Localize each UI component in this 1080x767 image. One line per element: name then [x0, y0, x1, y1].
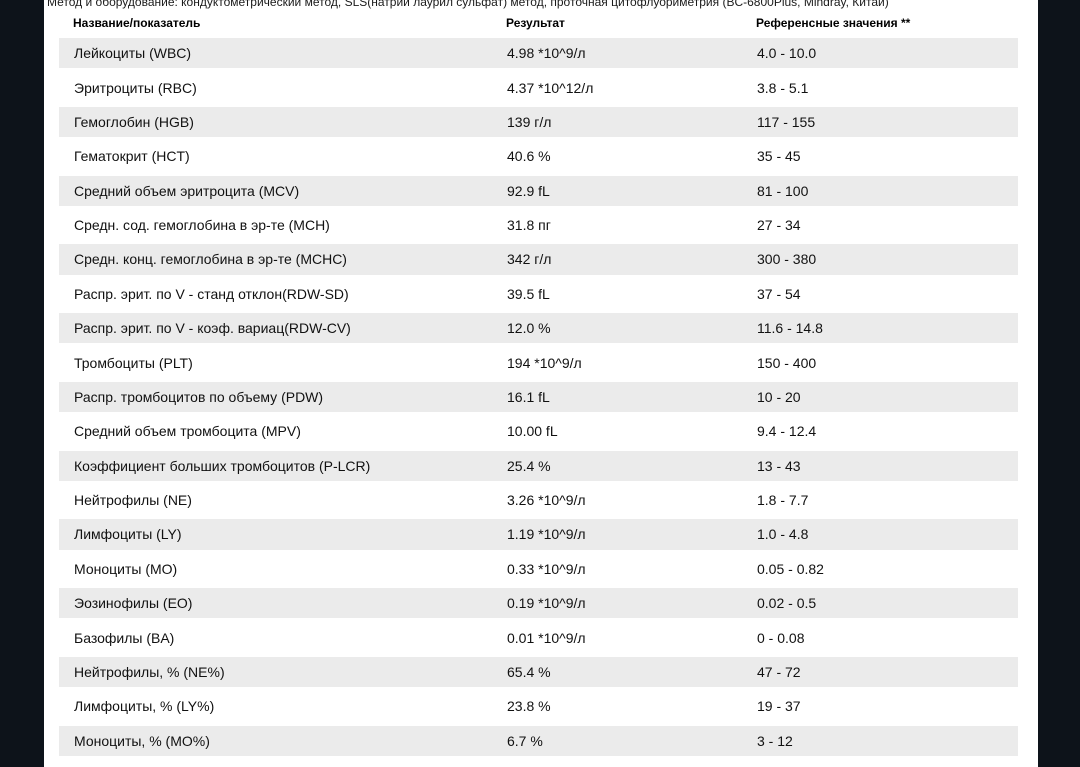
cell-result-value: 194 *10^9/л [507, 354, 582, 371]
cell-parameter-name: Гемоглобин (HGB) [74, 113, 194, 130]
cell-parameter-name: Гематокрит (HCT) [74, 148, 190, 165]
table-row: Гемоглобин (HGB) 139 г/л 117 - 155 [59, 104, 1018, 140]
cell-result-value: 4.37 *10^12/л [507, 79, 594, 96]
cell-result-value: 16.1 fL [507, 388, 550, 405]
table-row: Средний объем тромбоцита (MPV) 10.00 fL … [59, 414, 1018, 449]
cell-result-value: 65.4 % [507, 663, 551, 680]
cell-reference-range: 0 - 0.08 [757, 629, 805, 646]
cell-parameter-name: Средн. сод. гемоглобина в эр-те (MCH) [74, 217, 330, 234]
cell-parameter-name: Распр. тромбоцитов по объему (PDW) [74, 388, 324, 405]
cell-reference-range: 4.0 - 10.0 [757, 45, 817, 62]
cell-result-value: 0.19 *10^9/л [507, 595, 586, 612]
table-row: Коэффициент больших тромбоцитов (P-LCR) … [59, 448, 1018, 483]
cell-parameter-name: Средний объем тромбоцита (MPV) [74, 423, 301, 440]
cell-result-value: 0.33 *10^9/л [507, 560, 586, 577]
cell-parameter-name: Средн. конц. гемоглобина в эр-те (MCHC) [74, 251, 347, 268]
table-header: Название/показатель Результат Референсны… [44, 13, 1038, 35]
cell-reference-range: 13 - 43 [757, 457, 801, 474]
cell-reference-range: 35 - 45 [757, 148, 801, 165]
cell-result-value: 139 г/л [507, 113, 552, 130]
cell-reference-range: 9.4 - 12.4 [757, 423, 817, 440]
cell-result-value: 23.8 % [507, 698, 551, 715]
table-row: Эритроциты (RBC) 4.37 *10^12/л 3.8 - 5.1 [59, 70, 1018, 105]
cell-reference-range: 19 - 37 [757, 698, 801, 715]
table-row: Моноциты (MO) 0.33 *10^9/л 0.05 - 0.82 [59, 551, 1018, 586]
cell-result-value: 40.6 % [507, 148, 551, 165]
cell-parameter-name: Коэффициент больших тромбоцитов (P-LCR) [74, 457, 371, 474]
cell-result-value: 1.19 *10^9/л [507, 526, 586, 543]
cell-reference-range: 117 - 155 [757, 113, 816, 130]
table-row: Нейтрофилы (NE) 3.26 *10^9/л 1.8 - 7.7 [59, 482, 1018, 518]
cell-reference-range: 0.05 - 0.82 [757, 560, 824, 577]
method-equipment-line: Метод и оборудование: кондуктометрически… [47, 0, 889, 9]
cell-result-value: 31.8 пг [507, 217, 551, 234]
table-row: Средн. конц. гемоглобина в эр-те (MCHC) … [59, 242, 1018, 277]
table-row: Гематокрит (HCT) 40.6 % 35 - 45 [59, 139, 1018, 174]
table-row: Моноциты, % (MO%) 6.7 % 3 - 12 [59, 723, 1018, 758]
cell-result-value: 6.7 % [507, 732, 543, 749]
cell-reference-range: 47 - 72 [757, 663, 801, 680]
table-row: Распр. тромбоцитов по объему (PDW) 16.1 … [59, 379, 1018, 415]
cell-parameter-name: Эозинофилы (EO) [74, 595, 193, 612]
cell-reference-range: 3.8 - 5.1 [757, 79, 809, 96]
cell-reference-range: 300 - 380 [757, 251, 817, 268]
cell-parameter-name: Распр. эрит. по V - коэф. вариац(RDW-CV) [74, 320, 351, 337]
cell-reference-range: 37 - 54 [757, 285, 801, 302]
cell-parameter-name: Эритроциты (RBC) [74, 79, 197, 96]
cell-result-value: 0.01 *10^9/л [507, 629, 586, 646]
table-row: Средний объем эритроцита (MCV) 92.9 fL 8… [59, 173, 1018, 208]
table-row: Распр. эрит. по V - коэф. вариац(RDW-CV)… [59, 311, 1018, 346]
cell-result-value: 3.26 *10^9/л [507, 492, 586, 509]
table-row: Распр. эрит. по V - станд отклон(RDW-SD)… [59, 276, 1018, 311]
cell-reference-range: 3 - 12 [757, 732, 793, 749]
results-table: Лейкоциты (WBC) 4.98 *10^9/л 4.0 - 10.0 … [59, 36, 1018, 758]
cell-result-value: 92.9 fL [507, 182, 550, 199]
cell-reference-range: 10 - 20 [757, 388, 801, 405]
table-row: Эозинофилы (EO) 0.19 *10^9/л 0.02 - 0.5 [59, 586, 1018, 621]
cell-parameter-name: Нейтрофилы (NE) [74, 492, 192, 509]
cell-parameter-name: Моноциты (MO) [74, 560, 178, 577]
cell-result-value: 39.5 fL [507, 285, 550, 302]
cell-result-value: 10.00 fL [507, 423, 558, 440]
cell-reference-range: 1.8 - 7.7 [757, 492, 809, 509]
cell-parameter-name: Средний объем эритроцита (MCV) [74, 182, 300, 199]
cell-result-value: 342 г/л [507, 251, 552, 268]
cell-reference-range: 27 - 34 [757, 217, 801, 234]
cell-parameter-name: Лейкоциты (WBC) [74, 45, 192, 62]
cell-result-value: 12.0 % [507, 320, 551, 337]
cell-parameter-name: Распр. эрит. по V - станд отклон(RDW-SD) [74, 285, 349, 302]
cell-parameter-name: Моноциты, % (MO%) [74, 732, 210, 749]
cell-result-value: 25.4 % [507, 457, 551, 474]
cell-parameter-name: Нейтрофилы, % (NE%) [74, 663, 225, 680]
cell-reference-range: 0.02 - 0.5 [757, 595, 817, 612]
cell-reference-range: 11.6 - 14.8 [757, 320, 823, 337]
cell-parameter-name: Лимфоциты (LY) [74, 526, 182, 543]
cell-result-value: 4.98 *10^9/л [507, 45, 586, 62]
table-row: Нейтрофилы, % (NE%) 65.4 % 47 - 72 [59, 654, 1018, 690]
column-header-result: Результат [506, 16, 565, 30]
table-row: Лимфоциты (LY) 1.19 *10^9/л 1.0 - 4.8 [59, 517, 1018, 552]
cell-reference-range: 150 - 400 [757, 354, 817, 371]
cell-parameter-name: Базофилы (BA) [74, 629, 175, 646]
cell-parameter-name: Лимфоциты, % (LY%) [74, 698, 215, 715]
table-row: Тромбоциты (PLT) 194 *10^9/л 150 - 400 [59, 345, 1018, 380]
table-row: Средн. сод. гемоглобина в эр-те (MCH) 31… [59, 207, 1018, 243]
table-row: Базофилы (BA) 0.01 *10^9/л 0 - 0.08 [59, 620, 1018, 655]
table-row: Лейкоциты (WBC) 4.98 *10^9/л 4.0 - 10.0 [59, 36, 1018, 71]
document-page: Метод и оборудование: кондуктометрически… [44, 0, 1038, 767]
cell-reference-range: 81 - 100 [757, 182, 809, 199]
column-header-reference: Референсные значения ** [756, 16, 911, 30]
column-header-name: Название/показатель [73, 16, 201, 30]
table-row: Лимфоциты, % (LY%) 23.8 % 19 - 37 [59, 689, 1018, 724]
cell-parameter-name: Тромбоциты (PLT) [74, 354, 193, 371]
cell-reference-range: 1.0 - 4.8 [757, 526, 809, 543]
